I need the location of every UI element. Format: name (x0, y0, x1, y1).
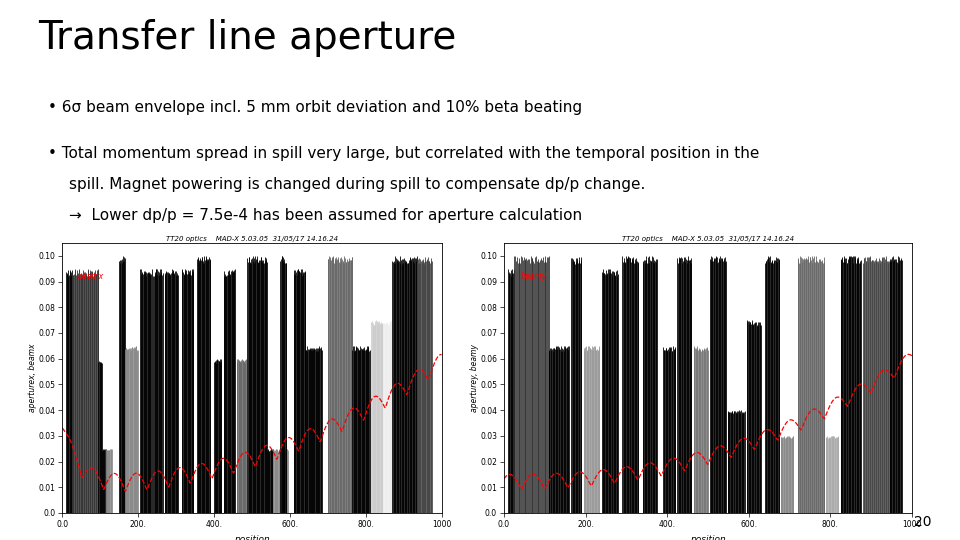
Text: TT20 optics    MAD-X 5.03.05  31/05/17 14.16.24: TT20 optics MAD-X 5.03.05 31/05/17 14.16… (166, 235, 338, 242)
Text: →  Lower dp/p = 7.5e-4 has been assumed for aperture calculation: → Lower dp/p = 7.5e-4 has been assumed f… (69, 208, 583, 223)
Y-axis label: aperturey, beamy: aperturey, beamy (469, 344, 479, 412)
Text: beamx: beamx (78, 272, 104, 281)
Text: 20: 20 (914, 515, 931, 529)
Text: Transfer line aperture: Transfer line aperture (38, 19, 457, 57)
Y-axis label: aperturex, beamx: aperturex, beamx (28, 344, 37, 412)
X-axis label: position: position (234, 535, 270, 540)
X-axis label: position: position (690, 535, 726, 540)
Text: spill. Magnet powering is changed during spill to compensate dp/p change.: spill. Magnet powering is changed during… (69, 177, 645, 192)
Text: • 6σ beam envelope incl. 5 mm orbit deviation and 10% beta beating: • 6σ beam envelope incl. 5 mm orbit devi… (48, 100, 582, 115)
Text: • Total momentum spread in spill very large, but correlated with the temporal po: • Total momentum spread in spill very la… (48, 146, 759, 161)
Text: beamy: beamy (520, 272, 546, 281)
Text: TT20 optics    MAD-X 5.03.05  31/05/17 14.16.24: TT20 optics MAD-X 5.03.05 31/05/17 14.16… (622, 235, 794, 242)
